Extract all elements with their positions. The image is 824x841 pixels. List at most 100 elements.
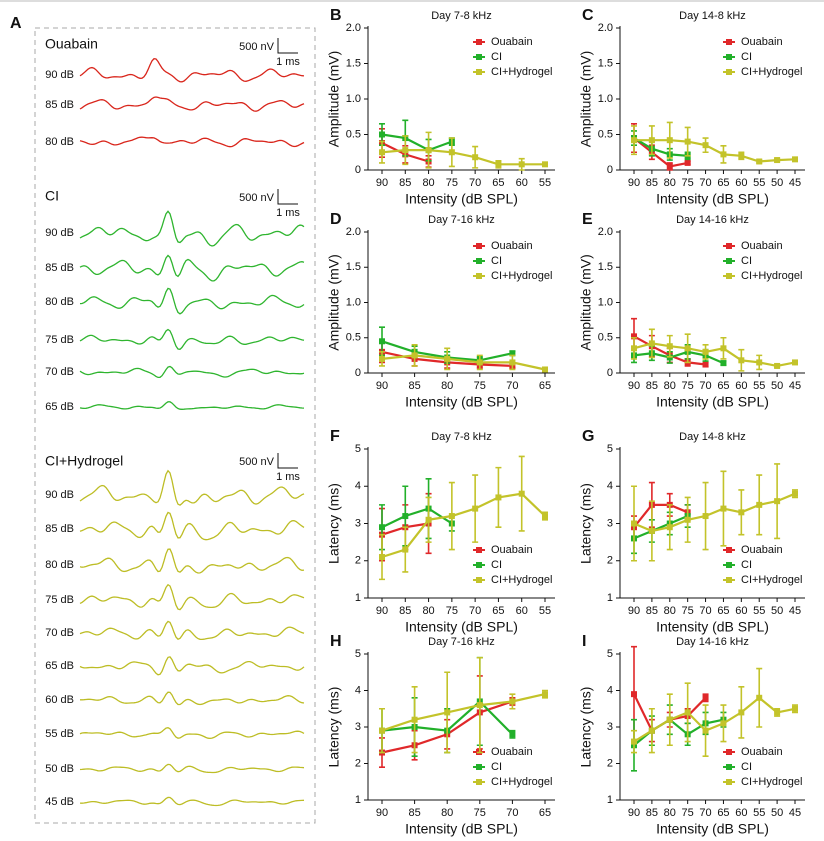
x-tick-label: 70 [506,807,518,819]
series-line [633,350,724,365]
y-axis-label: Amplitude (mV) [326,51,342,147]
y-tick-label: 1 [355,592,361,604]
panel-letter: A [10,15,22,32]
legend-label: Ouabain [741,240,783,252]
point [448,149,455,156]
x-tick-label: 55 [753,807,765,819]
legend-label: Ouabain [491,544,533,556]
scale-bar [277,189,298,205]
y-tick-label: 1 [607,794,613,806]
point [631,520,637,527]
x-axis-label: Intensity (dB SPL) [656,619,769,635]
y-tick-label: 0.5 [598,128,613,140]
trace [79,469,305,506]
group-title: CI+Hydrogel [45,453,123,469]
legend-swatch [726,764,732,770]
point [738,152,745,159]
panel-letter: E [582,211,593,228]
point [738,709,745,716]
legend-label: CI [741,559,752,571]
legend-label: CI [491,761,502,773]
legend-swatch [476,273,482,279]
point [542,366,548,373]
legend-label: CI [741,255,752,267]
x-tick-label: 90 [376,380,388,392]
series-line [381,492,546,559]
legend-swatch [726,562,732,568]
legend-swatch [476,764,482,770]
trace [79,401,305,410]
point [495,161,502,168]
point [756,359,763,366]
chart-title: Day 7-8 kHz [431,431,492,443]
x-tick-label: 45 [789,605,801,617]
point [792,490,798,497]
x-tick-label: 85 [646,380,658,392]
series-line [634,139,796,163]
point [379,131,385,138]
panel-letter: C [582,7,594,24]
legend-label: CI+Hydrogel [741,270,802,282]
y-tick-label: 2 [355,555,361,567]
legend-swatch [476,577,482,583]
x-tick-label: 85 [408,807,420,819]
series-line [633,137,688,157]
x-tick-label: 45 [789,380,801,392]
point [379,727,385,734]
point [648,727,655,734]
y-tick-label: 5 [355,648,361,660]
series-line [633,514,689,540]
panel-a-frame [34,27,316,824]
x-tick-label: 65 [539,380,551,392]
level-label: 90 dB [45,69,74,81]
x-tick-label: 55 [753,605,765,617]
x-axis-label: Intensity (dB SPL) [405,191,518,207]
scale-x-label: 1 ms [276,207,300,219]
point [720,345,727,352]
point [509,350,516,357]
legend-label: Ouabain [741,544,783,556]
y-tick-label: 1 [355,794,361,806]
series-line [381,149,545,166]
x-tick-label: 90 [628,605,640,617]
x-axis-label: Intensity (dB SPL) [405,394,518,410]
x-tick-label: 70 [699,177,711,189]
point [648,340,655,347]
legend-swatch [476,243,482,249]
x-tick-label: 75 [446,177,458,189]
y-tick-label: 4 [355,684,361,696]
y-axis-label: Amplitude (mV) [326,254,342,350]
y-tick-label: 2.0 [598,226,613,238]
trace [79,254,305,282]
level-label: 80 dB [45,136,74,148]
x-tick-label: 55 [753,380,765,392]
point [720,720,727,727]
y-tick-label: 1.5 [598,261,613,273]
x-tick-label: 50 [771,605,783,617]
x-tick-label: 85 [646,177,658,189]
panel-letter: F [330,428,340,445]
legend-swatch [726,749,732,755]
point [774,709,781,716]
scale-y-label: 500 nV [239,192,275,204]
point [542,691,548,698]
y-tick-label: 2 [355,757,361,769]
point [666,716,673,723]
x-tick-label: 85 [408,380,420,392]
panel-letter: D [330,211,342,228]
x-tick-label: 50 [771,807,783,819]
x-tick-label: 55 [539,605,551,617]
point [684,345,691,352]
legend-label: Ouabain [491,746,533,758]
y-tick-label: 2.0 [346,22,361,34]
point [792,156,798,163]
y-tick-label: 1.0 [598,296,613,308]
point [476,359,483,366]
level-label: 75 dB [45,334,74,346]
legend-label: CI+Hydrogel [491,574,552,586]
scale-y-label: 500 nV [239,456,275,468]
chart-title: Day 7-16 kHz [428,214,495,226]
point [411,716,418,723]
x-tick-label: 60 [735,605,747,617]
point [518,490,525,497]
